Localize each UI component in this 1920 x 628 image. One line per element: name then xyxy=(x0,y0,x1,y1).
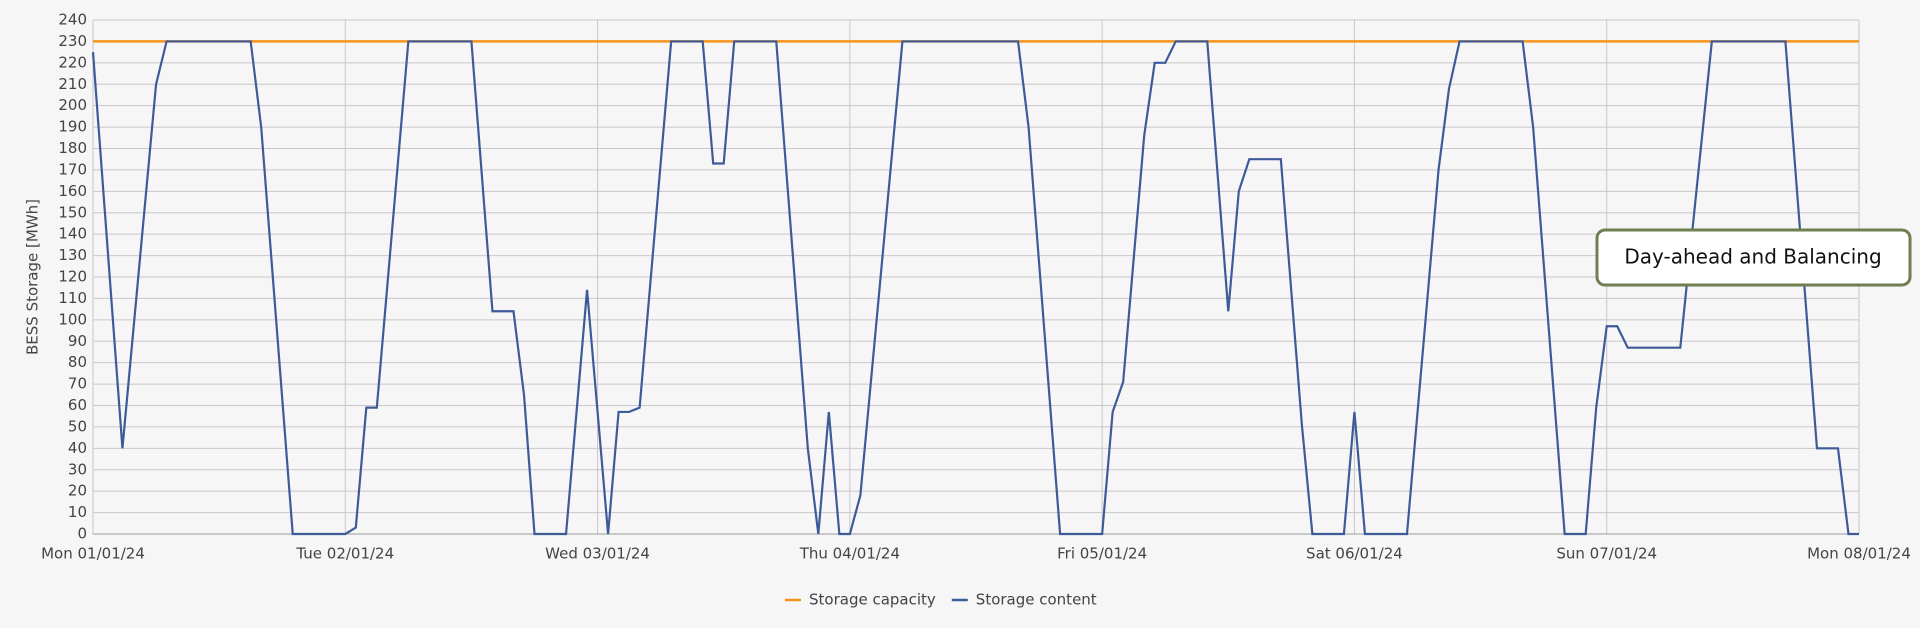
y-tick-label: 10 xyxy=(68,503,87,521)
y-tick-label: 210 xyxy=(58,75,87,93)
y-tick-label: 240 xyxy=(58,11,87,29)
y-tick-label: 90 xyxy=(68,332,87,350)
y-tick-label: 130 xyxy=(58,246,87,264)
annotation-box xyxy=(1595,228,1912,287)
y-tick-label: 40 xyxy=(68,439,87,457)
y-tick-label: 60 xyxy=(68,396,87,414)
y-tick-label: 70 xyxy=(68,375,87,393)
y-tick-label: 120 xyxy=(58,268,87,286)
y-tick-label: 200 xyxy=(58,96,87,114)
y-tick-label: 0 xyxy=(77,525,87,543)
y-tick-label: 170 xyxy=(58,160,87,178)
y-tick-label: 100 xyxy=(58,310,87,328)
x-tick-label: Wed 03/01/24 xyxy=(545,545,650,563)
y-tick-label: 220 xyxy=(58,53,87,71)
x-tick-label: Sun 07/01/24 xyxy=(1556,545,1657,563)
x-tick-label: Mon 01/01/24 xyxy=(41,545,145,563)
x-tick-label: Tue 02/01/24 xyxy=(295,545,394,563)
y-tick-label: 80 xyxy=(68,353,87,371)
x-tick-label: Mon 08/01/24 xyxy=(1807,545,1911,563)
x-tick-label: Fri 05/01/24 xyxy=(1057,545,1147,563)
y-tick-label: 180 xyxy=(58,139,87,157)
y-tick-label: 150 xyxy=(58,203,87,221)
legend-label: Storage content xyxy=(976,591,1097,609)
y-tick-label: 190 xyxy=(58,118,87,136)
y-tick-label: 230 xyxy=(58,32,87,50)
y-tick-label: 140 xyxy=(58,225,87,243)
annotation: Day-ahead and Balancing xyxy=(1624,245,1881,269)
y-axis-label: BESS Storage [MWh] xyxy=(24,199,42,355)
y-tick-label: 20 xyxy=(68,482,87,500)
legend-label: Storage capacity xyxy=(809,591,936,609)
y-tick-label: 30 xyxy=(68,460,87,478)
y-tick-label: 50 xyxy=(68,417,87,435)
series-line xyxy=(91,40,1859,536)
x-tick-label: Sat 06/01/24 xyxy=(1306,545,1403,563)
y-tick-label: 110 xyxy=(58,289,87,307)
x-tick-label: Thu 04/01/24 xyxy=(799,545,900,563)
y-tick-label: 160 xyxy=(58,182,87,200)
